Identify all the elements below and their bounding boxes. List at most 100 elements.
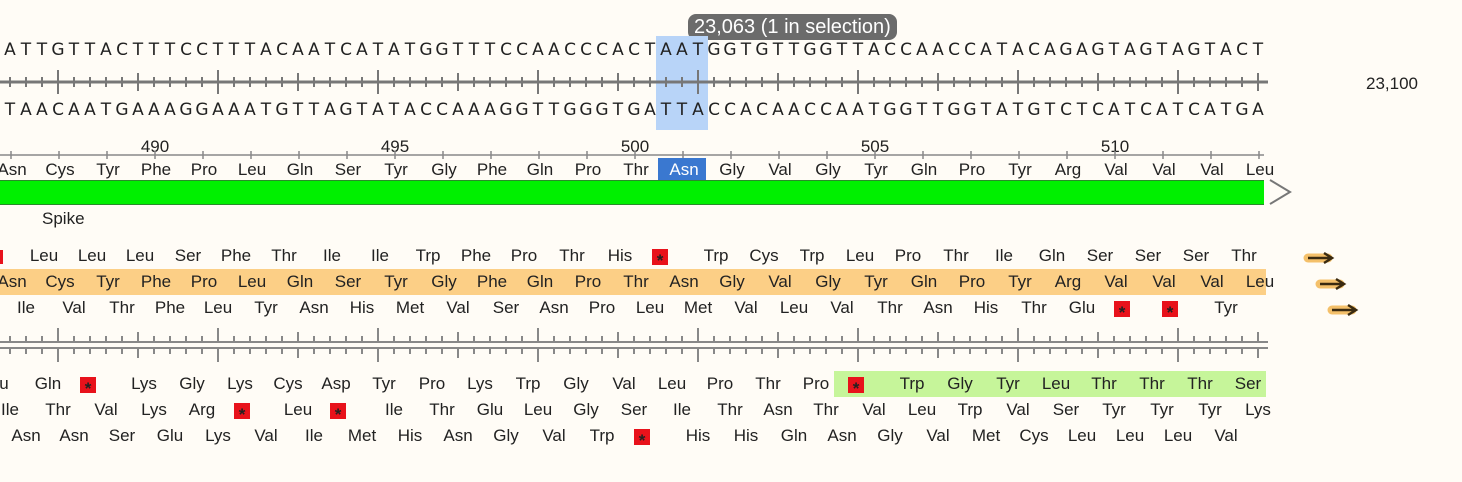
forward-frame-3-residue[interactable]: Val bbox=[734, 298, 758, 317]
reverse-frame-1-residue[interactable]: Thr bbox=[1091, 374, 1117, 393]
forward-frame-2-residue[interactable]: Pro bbox=[574, 272, 602, 291]
translation-residue[interactable]: Leu bbox=[237, 160, 267, 179]
forward-frame-1-residue[interactable]: Leu bbox=[845, 246, 875, 265]
forward-frame-1-residue[interactable]: Ile bbox=[371, 246, 389, 265]
translation-residue[interactable]: Val bbox=[768, 160, 792, 179]
translation-residue[interactable]: Gln bbox=[526, 160, 554, 179]
reverse-frame-1-residue[interactable]: * bbox=[848, 372, 872, 398]
reverse-frame-3-residue[interactable]: Gln bbox=[780, 426, 808, 445]
forward-frame-2-residue[interactable]: Leu bbox=[237, 272, 267, 291]
forward-frame-2-residue[interactable]: Gly bbox=[719, 272, 745, 291]
forward-frame-3-residue[interactable]: Asn bbox=[539, 298, 569, 317]
forward-frame-2-residue[interactable]: Gly bbox=[431, 272, 457, 291]
forward-frame-1-residue[interactable]: Leu bbox=[125, 246, 155, 265]
reverse-frame-2-residue[interactable]: Thr bbox=[813, 400, 839, 419]
forward-frame-1-residue[interactable]: Ile bbox=[323, 246, 341, 265]
frame1-direction-arrow-icon[interactable] bbox=[1302, 245, 1342, 271]
forward-frame-3-residue[interactable]: Asn bbox=[923, 298, 953, 317]
translation-residue[interactable]: Tyr bbox=[864, 160, 888, 179]
forward-frame-2-residue[interactable]: Val bbox=[1200, 272, 1224, 291]
reverse-frame-3-residue[interactable]: His bbox=[733, 426, 759, 445]
forward-frame-2-residue[interactable]: Pro bbox=[190, 272, 218, 291]
forward-frame-2[interactable]: Asn Cys Tyr Phe Pro Leu Gln Ser Tyr Gly Phe Gln Pro T… bbox=[0, 270, 1274, 294]
feature-label[interactable]: Spike bbox=[42, 209, 85, 228]
forward-frame-1-residue[interactable]: Ser bbox=[1134, 246, 1162, 265]
forward-frame-2-residue[interactable]: Gln bbox=[526, 272, 554, 291]
reverse-frame-1-residue[interactable]: Asp bbox=[321, 374, 351, 393]
reverse-frame-3-residue[interactable]: Ser bbox=[108, 426, 136, 445]
translation-residue[interactable]: Gly bbox=[431, 160, 457, 179]
reverse-frame-3-residue[interactable]: Asn bbox=[827, 426, 857, 445]
reverse-frame-2-residue[interactable]: Glu bbox=[476, 400, 504, 419]
forward-frame-3-residue[interactable]: His bbox=[973, 298, 999, 317]
reverse-frame-2-residue[interactable]: Lys bbox=[1245, 400, 1271, 419]
reverse-frame-1[interactable]: u Gln * Lys Gly Lys Cys Asp Tyr Pro Lys Trp Gly Val Le… bbox=[0, 372, 1270, 398]
reverse-frame-2-residue[interactable]: Thr bbox=[429, 400, 455, 419]
reverse-frame-1-residue[interactable]: Lys bbox=[227, 374, 253, 393]
translation-residue[interactable]: Pro bbox=[574, 160, 602, 179]
reverse-frame-2-residue[interactable]: Leu bbox=[283, 400, 313, 419]
translation-residue[interactable]: Gln bbox=[286, 160, 314, 179]
translation-residue[interactable]: Pro bbox=[958, 160, 986, 179]
forward-frame-3-residue[interactable]: Tyr bbox=[254, 298, 278, 317]
forward-frame-2-residue[interactable]: Gln bbox=[910, 272, 938, 291]
reverse-frame-3-residue[interactable]: Leu bbox=[1115, 426, 1145, 445]
forward-frame-1-residue[interactable]: Leu bbox=[77, 246, 107, 265]
reverse-frame-2-residue[interactable]: Asn bbox=[763, 400, 793, 419]
forward-frame-3-residue[interactable]: Asn bbox=[299, 298, 329, 317]
reverse-frame-1-residue[interactable]: Trp bbox=[515, 374, 541, 393]
forward-frame-1-residue[interactable]: Ser bbox=[174, 246, 202, 265]
forward-frame-3-residue[interactable]: * bbox=[1162, 296, 1186, 322]
reverse-frame-1-residue[interactable]: Trp bbox=[899, 374, 925, 393]
forward-frame-2-residue[interactable]: Val bbox=[1152, 272, 1176, 291]
reverse-frame-2-residue[interactable]: * bbox=[234, 398, 258, 424]
translation-residue[interactable]: Gly bbox=[719, 160, 745, 179]
reverse-frame-3-residue[interactable]: Gly bbox=[493, 426, 519, 445]
feature-bar-spike[interactable] bbox=[0, 180, 1264, 205]
reverse-frame-2-residue[interactable]: Arg bbox=[188, 400, 216, 419]
reverse-frame-1-residue[interactable]: Lys bbox=[467, 374, 493, 393]
reverse-frame-2-residue[interactable]: Val bbox=[94, 400, 118, 419]
reverse-frame-3-residue[interactable]: Met bbox=[971, 426, 1001, 445]
forward-frame-2-residue[interactable]: Gly bbox=[815, 272, 841, 291]
forward-frame-1-residue[interactable]: Cys bbox=[749, 246, 779, 265]
forward-frame-1-residue[interactable]: * bbox=[652, 244, 676, 270]
forward-frame-1[interactable]: Leu Leu Leu Ser Phe Thr Ile Ile Trp Phe Pro Thr His *… bbox=[0, 244, 1270, 270]
forward-frame-1-residue[interactable]: Phe bbox=[220, 246, 252, 265]
reverse-frame-1-residue[interactable]: Thr bbox=[1187, 374, 1213, 393]
reverse-frame-3-residue[interactable]: Lys bbox=[205, 426, 231, 445]
reverse-frame-2-residue[interactable]: * bbox=[330, 398, 354, 424]
forward-frame-3-residue[interactable]: Val bbox=[446, 298, 470, 317]
reverse-frame-1-residue[interactable]: Tyr bbox=[372, 374, 396, 393]
reverse-frame-3-residue[interactable]: Trp bbox=[589, 426, 615, 445]
reverse-frame-3[interactable]: Asn Asn Ser Glu Lys Val Ile Met His Asn Gly Val Trp *… bbox=[0, 424, 1270, 450]
forward-frame-2-residue[interactable]: Tyr bbox=[1008, 272, 1032, 291]
forward-frame-2-residue[interactable]: Ser bbox=[334, 272, 362, 291]
reverse-frame-3-residue[interactable]: Cys bbox=[1019, 426, 1049, 445]
forward-frame-3-residue[interactable]: Leu bbox=[779, 298, 809, 317]
forward-frame-3-residue[interactable]: Val bbox=[62, 298, 86, 317]
forward-frame-2-residue[interactable]: Leu bbox=[1245, 272, 1275, 291]
translation-residue[interactable]: Tyr bbox=[1008, 160, 1032, 179]
reverse-frame-2-residue[interactable]: Tyr bbox=[1150, 400, 1174, 419]
forward-frame-1-residue[interactable]: Phe bbox=[460, 246, 492, 265]
forward-frame-3-residue[interactable]: Phe bbox=[154, 298, 186, 317]
reverse-frame-1-residue[interactable]: Gly bbox=[179, 374, 205, 393]
reverse-frame-2-residue[interactable]: Leu bbox=[907, 400, 937, 419]
translation-row[interactable]: Asn Cys Tyr Phe Pro Leu Gln Ser Tyr Gly Phe Gln Pro T… bbox=[0, 158, 1274, 182]
forward-frame-3-residue[interactable]: His bbox=[349, 298, 375, 317]
translation-residue[interactable]: Val bbox=[1152, 160, 1176, 179]
reverse-frame-3-residue[interactable]: Val bbox=[926, 426, 950, 445]
reverse-frame-1-residue[interactable]: Pro bbox=[418, 374, 446, 393]
forward-frame-1-residue[interactable]: Ile bbox=[995, 246, 1013, 265]
forward-frame-1-residue[interactable]: Trp bbox=[703, 246, 729, 265]
reverse-frame-2-residue[interactable]: Lys bbox=[141, 400, 167, 419]
translation-residue[interactable]: Gln bbox=[910, 160, 938, 179]
forward-frame-3-residue[interactable]: Glu bbox=[1068, 298, 1096, 317]
forward-frame-2-residue[interactable]: Tyr bbox=[96, 272, 120, 291]
translation-residue[interactable]: Cys bbox=[45, 160, 75, 179]
forward-frame-2-residue[interactable]: Tyr bbox=[864, 272, 888, 291]
forward-frame-2-residue[interactable]: Val bbox=[1104, 272, 1128, 291]
